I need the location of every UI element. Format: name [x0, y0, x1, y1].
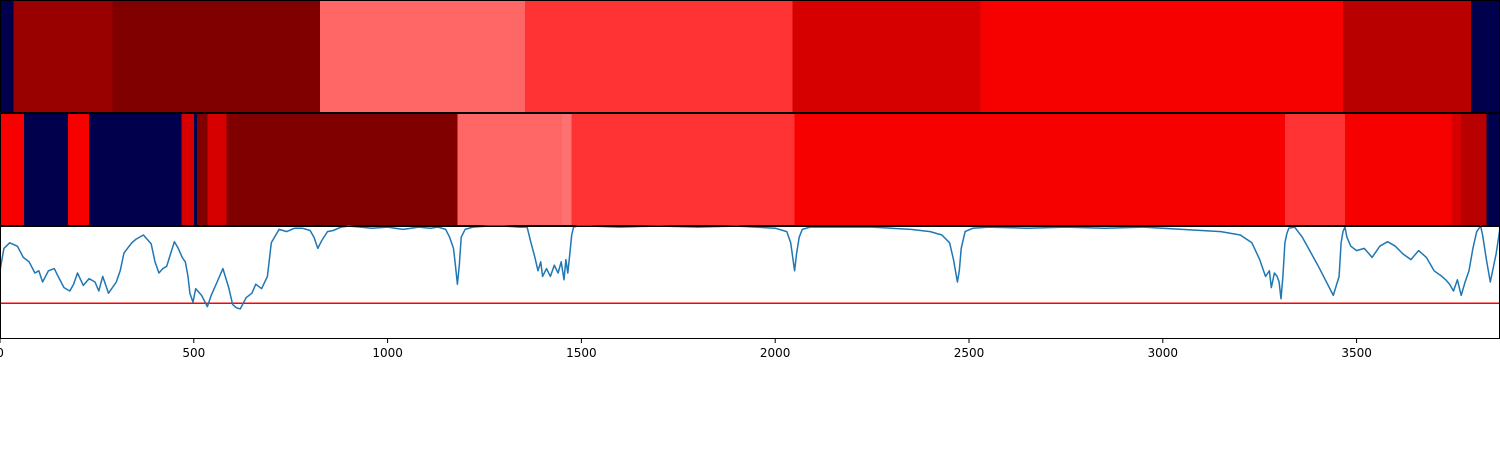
track-2-segment-14 [1344, 113, 1452, 225]
track-2-segment-10 [562, 113, 572, 225]
track-2-segment-7 [207, 113, 227, 225]
track-1-segment-7 [1343, 0, 1471, 112]
x-tick-label-7: 3500 [1341, 346, 1372, 360]
track-2-segment-13 [1284, 113, 1345, 225]
signal-plot-area [0, 226, 1500, 338]
x-tick-label-4: 2000 [760, 346, 791, 360]
track-2-segment-6 [196, 113, 208, 225]
track-1-segment-5 [792, 0, 981, 112]
track-1-segment-1 [13, 0, 113, 112]
x-tick-label-6: 3000 [1148, 346, 1179, 360]
track-2-segment-8 [226, 113, 458, 225]
segmentation-track-2 [0, 113, 1500, 225]
x-axis: 0 500 1000 1500 2000 2500 3000 3500 [0, 338, 1372, 360]
x-tick-label-3: 1500 [566, 346, 597, 360]
track-2-segment-1 [24, 113, 68, 225]
track-2-segment-16 [1461, 113, 1487, 225]
track-1-segment-4 [525, 0, 793, 112]
track-1-segment-3 [319, 0, 526, 112]
track-1-segment-0 [0, 0, 14, 112]
track-2-segment-5 [193, 113, 197, 225]
x-tick-label-1: 500 [182, 346, 205, 360]
track-2-segment-3 [89, 113, 182, 225]
track-2-segment-11 [571, 113, 795, 225]
x-tick-label-0: 0 [0, 346, 4, 360]
x-tick-label-5: 2500 [954, 346, 985, 360]
track-2-segment-0 [0, 113, 25, 225]
track-2-segment-4 [181, 113, 194, 225]
track-2-segment-12 [794, 113, 1285, 225]
track-1-segment-2 [112, 0, 320, 112]
segmentation-track-1 [0, 0, 1500, 112]
signal-line [0, 225, 1500, 310]
track-2-segment-17 [1486, 113, 1500, 225]
track-2-segment-9 [457, 113, 563, 225]
track-2-segment-15 [1451, 113, 1462, 225]
track-1-segment-8 [1470, 0, 1500, 112]
x-tick-label-2: 1000 [372, 346, 403, 360]
track-1-segment-6 [980, 0, 1344, 112]
track-2-segment-2 [67, 113, 90, 225]
